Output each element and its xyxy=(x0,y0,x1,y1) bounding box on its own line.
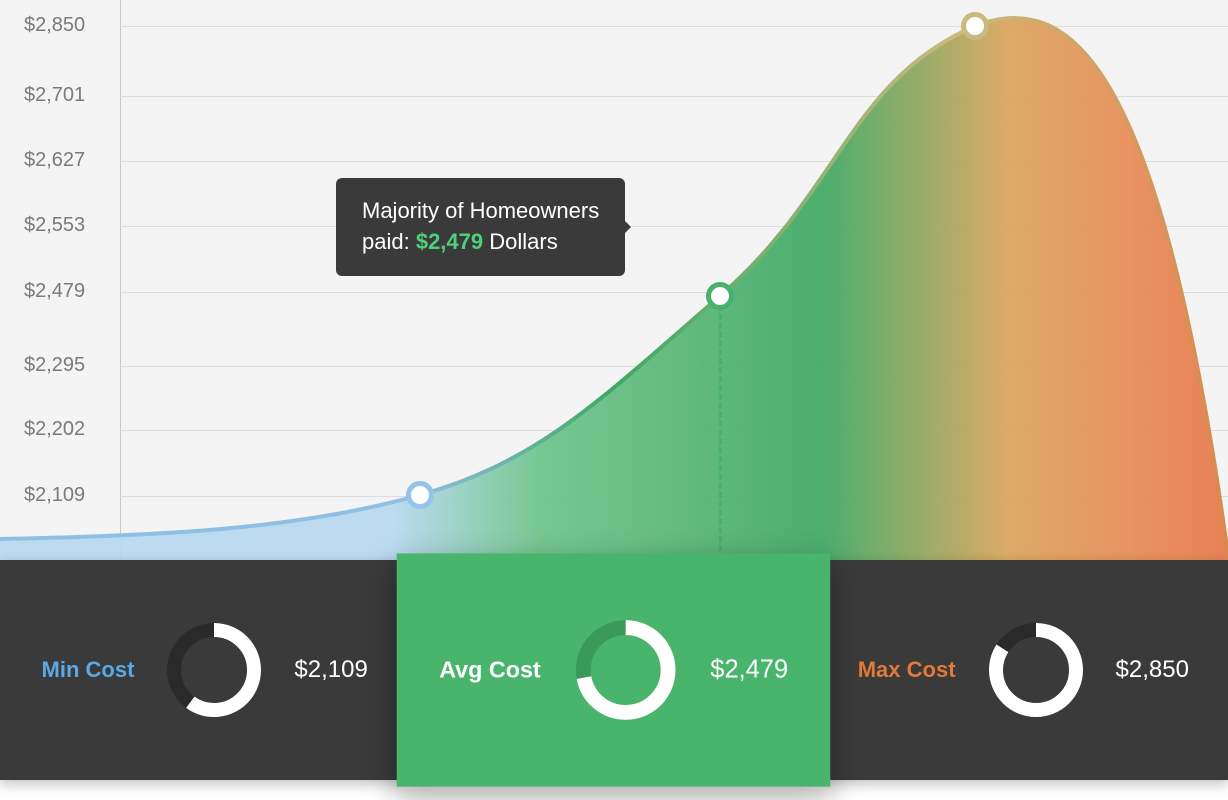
min-cost-label: Min Cost xyxy=(42,657,135,683)
cost-curve-area xyxy=(0,18,1228,570)
avg-cost-label: Avg Cost xyxy=(440,656,541,684)
avg-cost-marker xyxy=(706,282,734,310)
cost-curve-svg xyxy=(0,0,1228,570)
tooltip-line2: paid: $2,479 Dollars xyxy=(362,227,599,258)
summary-cards-row: Min Cost $2,109 Avg Cost $2,479 Max Cost… xyxy=(0,560,1228,780)
tooltip-line1: Majority of Homeowners xyxy=(362,198,599,223)
cost-chart-container: $2,850$2,701$2,627$2,553$2,479$2,295$2,2… xyxy=(0,0,1228,800)
max-cost-donut xyxy=(986,620,1086,720)
avg-cost-value: $2,479 xyxy=(711,655,789,685)
min-cost-marker xyxy=(406,481,434,509)
max-cost-card: Max Cost $2,850 xyxy=(819,560,1228,780)
tooltip-line2-prefix: paid: xyxy=(362,229,416,254)
chart-plot-area: $2,850$2,701$2,627$2,553$2,479$2,295$2,2… xyxy=(0,0,1228,570)
avg-cost-donut xyxy=(573,617,679,723)
avg-indicator-line xyxy=(719,296,722,560)
min-cost-card: Min Cost $2,109 xyxy=(0,560,409,780)
avg-cost-card: Avg Cost $2,479 xyxy=(397,553,831,786)
max-cost-marker xyxy=(961,12,989,40)
cost-tooltip: Majority of Homeowners paid: $2,479 Doll… xyxy=(336,178,625,276)
min-cost-donut xyxy=(164,620,264,720)
max-cost-label: Max Cost xyxy=(858,657,956,683)
min-cost-value: $2,109 xyxy=(294,656,367,684)
max-cost-value: $2,850 xyxy=(1116,656,1189,684)
tooltip-amount: $2,479 xyxy=(416,229,483,254)
tooltip-line2-suffix: Dollars xyxy=(483,229,558,254)
